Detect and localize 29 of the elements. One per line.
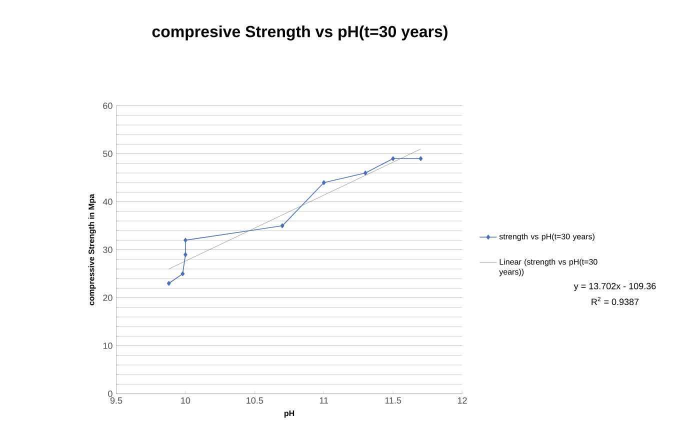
point [166,280,171,286]
y-tick-label: 0 [108,390,112,397]
y-tick-label: 20 [103,294,112,301]
x-tick-label: 10.5 [246,397,264,404]
point [322,180,326,185]
y-tick-label: 50 [103,150,112,157]
x-tick-label: 12 [458,397,467,404]
x-tick-label: 10 [181,397,190,404]
y-tick-label: 40 [102,198,112,205]
point [418,156,423,161]
point [184,252,188,257]
point [180,271,185,276]
y-tick-label: 60 [103,102,112,109]
point [184,238,188,243]
y-tick-label: 10 [103,342,112,349]
text: R$^{2}$ = 0.9387 [592,296,639,306]
x-tick-label: 11 [320,397,328,404]
point [363,170,368,176]
legend-label: strength vs pH(t=30 years) [499,233,594,241]
y-axis-title: compressive Strength in Mpa [88,194,96,306]
x-tick-label: 11.5 [385,397,402,404]
point [280,223,284,228]
x-axis-title: pH [284,410,294,418]
legend-label: Linear (strength vs pH(t=30 years)) [499,258,598,276]
y-tick-label: 30 [103,246,112,253]
x-tick-label: 9.5 [110,397,122,404]
text: y = 13.702x - 109.36 [574,282,656,292]
chart-title: compresive Strength vs pH(t=30 years) [152,26,448,40]
point [391,156,395,161]
